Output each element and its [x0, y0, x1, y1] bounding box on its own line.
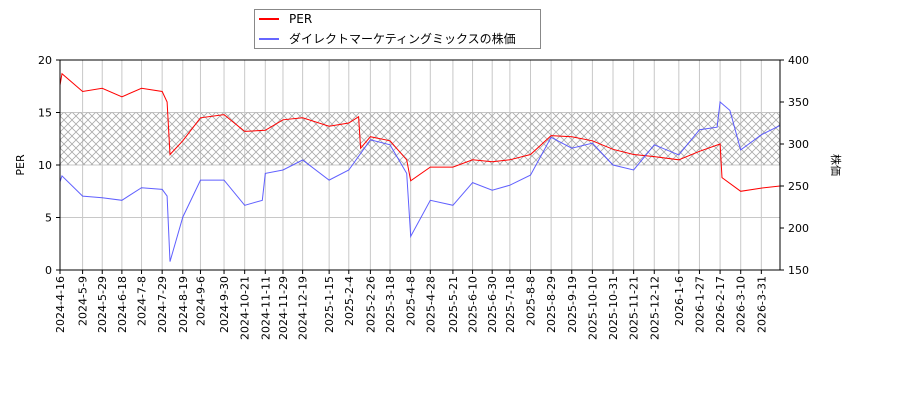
y-right-tick-label: 350 [788, 96, 809, 109]
x-tick-label: 2024-10-21 [239, 276, 252, 340]
x-tick-label: 2024-9-30 [218, 276, 231, 333]
y-axis-left-label: PER [14, 154, 27, 176]
y-axis-right-label: 株価 [829, 154, 843, 176]
legend-swatch-per [259, 18, 279, 20]
y-right-tick-label: 300 [788, 138, 809, 151]
legend-label-price: ダイレクトマーケティングミックスの株価 [289, 30, 516, 47]
y-right-tick-label: 400 [788, 54, 809, 67]
y-left-tick-label: 10 [38, 159, 52, 172]
x-tick-label: 2026-1-6 [673, 276, 686, 326]
x-tick-label: 2025-7-18 [504, 276, 517, 333]
legend-item-price: ダイレクトマーケティングミックスの株価 [259, 30, 516, 47]
x-tick-label: 2024-11-11 [259, 276, 272, 340]
x-tick-label: 2025-4-8 [405, 276, 418, 326]
y-left-tick-label: 0 [45, 264, 52, 277]
x-tick-label: 2025-4-28 [424, 276, 437, 333]
x-tick-label: 2025-1-15 [323, 276, 336, 333]
x-tick-label: 2025-9-19 [566, 276, 579, 333]
legend: PER ダイレクトマーケティングミックスの株価 [254, 9, 541, 49]
x-tick-label: 2025-2-4 [343, 276, 356, 326]
x-tick-label: 2024-4-16 [54, 276, 67, 333]
x-tick-label: 2025-3-18 [384, 276, 397, 333]
x-tick-label: 2024-11-29 [277, 276, 290, 340]
y-left-tick-label: 5 [45, 212, 52, 225]
x-tick-label: 2024-5-9 [77, 276, 90, 326]
y-left-tick-label: 20 [38, 54, 52, 67]
x-tick-label: 2025-11-21 [628, 276, 641, 340]
x-tick-label: 2026-3-31 [755, 276, 768, 333]
x-tick-label: 2024-9-6 [194, 276, 207, 326]
x-tick-label: 2024-7-29 [156, 276, 169, 333]
y-right-tick-label: 200 [788, 222, 809, 235]
y-right-tick-label: 250 [788, 180, 809, 193]
x-tick-label: 2025-10-10 [586, 276, 599, 340]
x-tick-label: 2024-12-19 [297, 276, 310, 340]
x-tick-label: 2025-8-8 [525, 276, 538, 326]
x-tick-label: 2026-1-27 [693, 276, 706, 333]
y-left-tick-label: 15 [38, 107, 52, 120]
x-tick-label: 2024-5-29 [96, 276, 109, 333]
x-tick-label: 2024-6-18 [116, 276, 129, 333]
x-tick-label: 2024-8-19 [177, 276, 190, 333]
x-tick-label: 2025-6-30 [486, 276, 499, 333]
x-tick-label: 2025-12-12 [648, 276, 661, 340]
legend-label-per: PER [289, 12, 312, 26]
x-tick-label: 2025-8-29 [545, 276, 558, 333]
x-tick-label: 2025-5-21 [447, 276, 460, 333]
x-tick-label: 2026-2-17 [714, 276, 727, 333]
legend-swatch-price [259, 38, 279, 40]
x-tick-label: 2024-7-8 [136, 276, 149, 326]
x-tick-label: 2025-10-31 [607, 276, 620, 340]
x-tick-label: 2025-2-26 [364, 276, 377, 333]
y-right-tick-label: 150 [788, 264, 809, 277]
legend-item-per: PER [259, 12, 312, 26]
x-tick-label: 2026-3-10 [735, 276, 748, 333]
x-tick-label: 2025-6-10 [467, 276, 480, 333]
